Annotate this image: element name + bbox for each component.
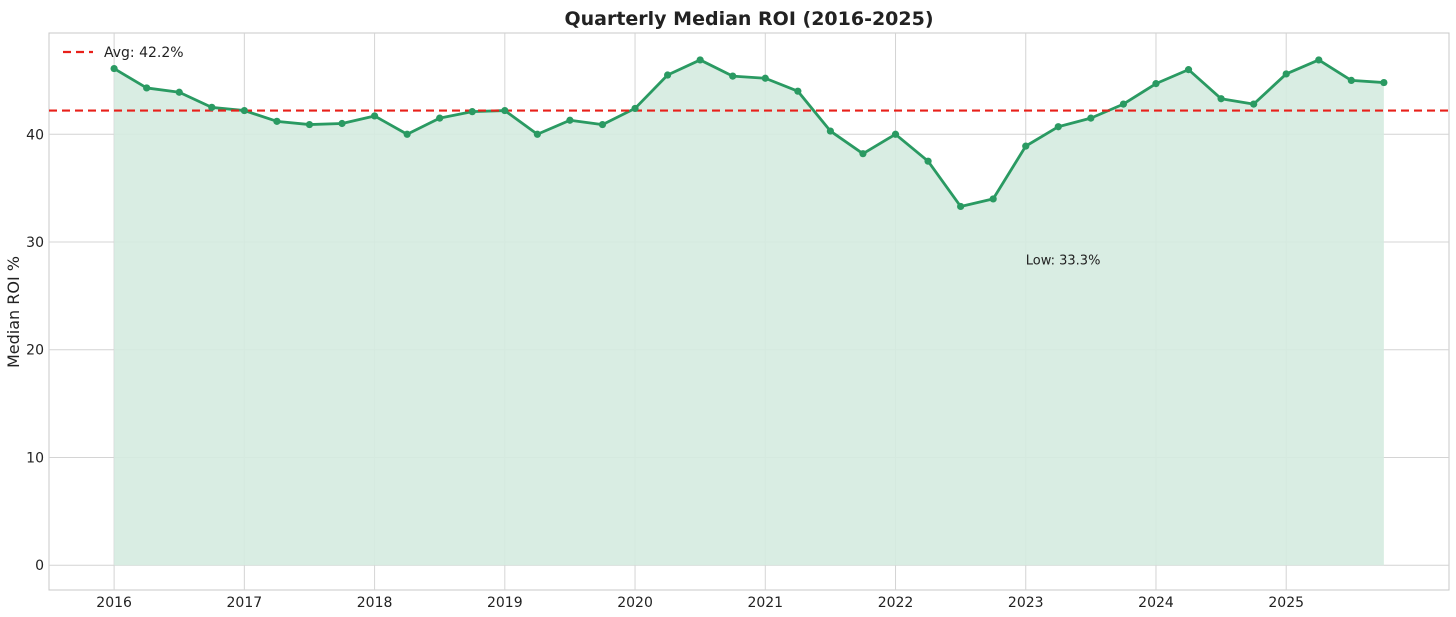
data-point xyxy=(696,56,704,64)
data-point xyxy=(305,120,314,129)
y-tick-label: 40 xyxy=(26,127,44,143)
data-point xyxy=(729,72,737,80)
data-point xyxy=(1250,100,1258,108)
data-point xyxy=(436,114,444,122)
data-point xyxy=(924,157,932,165)
y-tick-label: 30 xyxy=(26,235,44,251)
data-point xyxy=(826,127,834,135)
data-point xyxy=(208,103,216,111)
y-tick-label: 10 xyxy=(26,450,44,466)
series-line-path xyxy=(113,58,1384,208)
y-tick-label: 20 xyxy=(26,343,44,359)
y-tick-label: 0 xyxy=(35,558,44,574)
data-point xyxy=(1054,123,1062,131)
data-point xyxy=(957,202,965,211)
data-point xyxy=(631,104,639,113)
data-point xyxy=(1347,76,1355,85)
data-point xyxy=(1184,66,1193,74)
data-point xyxy=(1380,78,1388,87)
x-tick-label: 2019 xyxy=(487,595,523,611)
data-point xyxy=(143,84,151,92)
x-tick-label: 2021 xyxy=(747,595,783,611)
x-tick-label: 2025 xyxy=(1268,595,1304,611)
area-fill-shape xyxy=(114,59,1384,566)
x-tick-label: 2018 xyxy=(357,595,393,611)
data-point xyxy=(240,106,248,115)
data-point xyxy=(338,119,346,128)
data-point xyxy=(468,108,476,116)
legend-label: Avg: 42.2% xyxy=(104,45,184,61)
data-point xyxy=(891,130,900,138)
annotations: Low: 33.3% xyxy=(1026,253,1101,268)
data-point xyxy=(1152,80,1160,88)
data-point xyxy=(664,71,672,79)
data-point xyxy=(403,130,411,138)
data-point xyxy=(273,117,281,125)
x-tick-label: 2023 xyxy=(1008,595,1044,611)
data-point xyxy=(1087,114,1095,122)
low-annotation: Low: 33.3% xyxy=(1026,253,1101,268)
x-tick-label: 2016 xyxy=(96,595,132,611)
data-point xyxy=(175,88,183,96)
series-markers xyxy=(110,56,1388,211)
data-point xyxy=(859,150,867,158)
data-point xyxy=(533,130,541,138)
data-point xyxy=(1315,56,1323,64)
data-point xyxy=(566,116,574,124)
data-point xyxy=(1217,95,1225,103)
data-point xyxy=(110,64,118,73)
tick-labels: 2016 2017 2018 2019 2020 2021 2022 2023 2024 2025… xyxy=(26,127,1304,611)
y-axis-label: Median ROI % xyxy=(4,256,23,368)
series-line xyxy=(113,58,1384,208)
x-tick-label: 2017 xyxy=(227,595,263,611)
x-tick-label: 2022 xyxy=(878,595,914,611)
data-point xyxy=(370,112,379,120)
x-tick-label: 2020 xyxy=(617,595,653,611)
data-point xyxy=(1282,70,1290,78)
data-point xyxy=(501,106,509,115)
area-fill xyxy=(114,59,1384,566)
data-point xyxy=(989,195,997,203)
data-point xyxy=(1119,100,1128,108)
chart-title: Quarterly Median ROI (2016-2025) xyxy=(564,8,933,30)
x-tick-label: 2024 xyxy=(1138,595,1174,611)
data-point xyxy=(598,120,607,129)
data-point xyxy=(761,74,769,82)
data-point xyxy=(1022,142,1030,150)
legend: Avg: 42.2% xyxy=(63,45,184,61)
data-point xyxy=(794,87,802,95)
